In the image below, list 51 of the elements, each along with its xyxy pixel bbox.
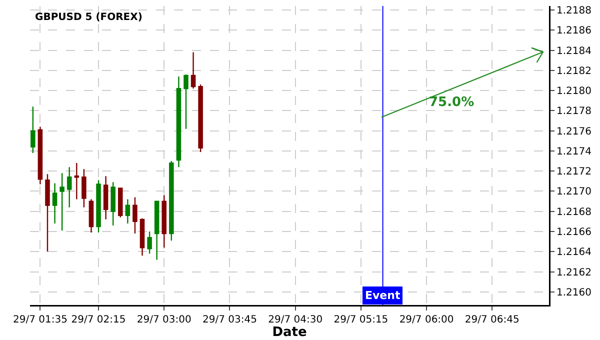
y-tick-label: 1.2172 (556, 166, 592, 178)
x-axis-title: Date (272, 325, 307, 340)
candlestick (30, 106, 36, 154)
candlestick (52, 182, 58, 224)
x-tick-label: 29/7 03:00 (136, 314, 192, 326)
x-tick-label: 29/7 05:15 (334, 314, 388, 326)
y-tick-label: 1.2178 (556, 106, 592, 118)
y-tick-label: 1.2164 (556, 247, 592, 258)
x-tick-label: 29/7 02:15 (71, 314, 126, 326)
y-tick-label: 1.2174 (556, 146, 592, 158)
y-tick-label: 1.2184 (556, 46, 592, 57)
candlestick (60, 172, 64, 232)
candlestick (184, 74, 188, 130)
candlestick (103, 176, 108, 220)
y-tick-label: 1.2160 (556, 287, 592, 298)
y-tick-label: 1.2162 (556, 267, 592, 278)
candlestick (38, 126, 43, 185)
candlestick (110, 182, 116, 226)
candlestick (118, 188, 123, 218)
candlestick (198, 84, 203, 153)
x-tick-label: 29/7 03:45 (202, 314, 257, 326)
y-tick-label: 1.2186 (556, 26, 592, 37)
y-tick-label: 1.2180 (556, 86, 592, 98)
x-tick-label: 29/7 06:45 (464, 314, 520, 326)
ref-line-label: Event (365, 289, 400, 302)
candlestick (169, 160, 174, 242)
candlestick (140, 218, 145, 256)
y-tick-label: 1.2170 (556, 186, 592, 198)
candlestick (190, 52, 196, 90)
y-tick-label: 1.2176 (556, 126, 592, 138)
candlestick (66, 166, 72, 208)
candlestick (154, 200, 160, 260)
x-tick-label: 29/7 06:00 (399, 314, 454, 326)
x-tick-label: 29/7 01:35 (12, 314, 68, 326)
candlestick (147, 230, 152, 254)
candlestick (125, 198, 130, 224)
y-tick-label: 1.2188 (556, 6, 592, 17)
x-tick-label: 29/7 04:30 (268, 314, 323, 326)
candlestick (45, 174, 50, 252)
y-tick-label: 1.2166 (556, 227, 592, 238)
candlestick (74, 162, 80, 200)
annotation: 75.0% (429, 95, 474, 110)
y-tick-label: 1.2182 (556, 66, 592, 77)
candlestick (96, 180, 101, 234)
candlestick (132, 196, 138, 234)
text: GBPUSD 5 (FOREX) (35, 12, 142, 23)
candlestick (82, 168, 86, 208)
candlestick (88, 198, 94, 234)
y-tick-label: 1.2168 (556, 206, 592, 218)
candlestick (162, 194, 167, 248)
candlestick (176, 76, 182, 168)
